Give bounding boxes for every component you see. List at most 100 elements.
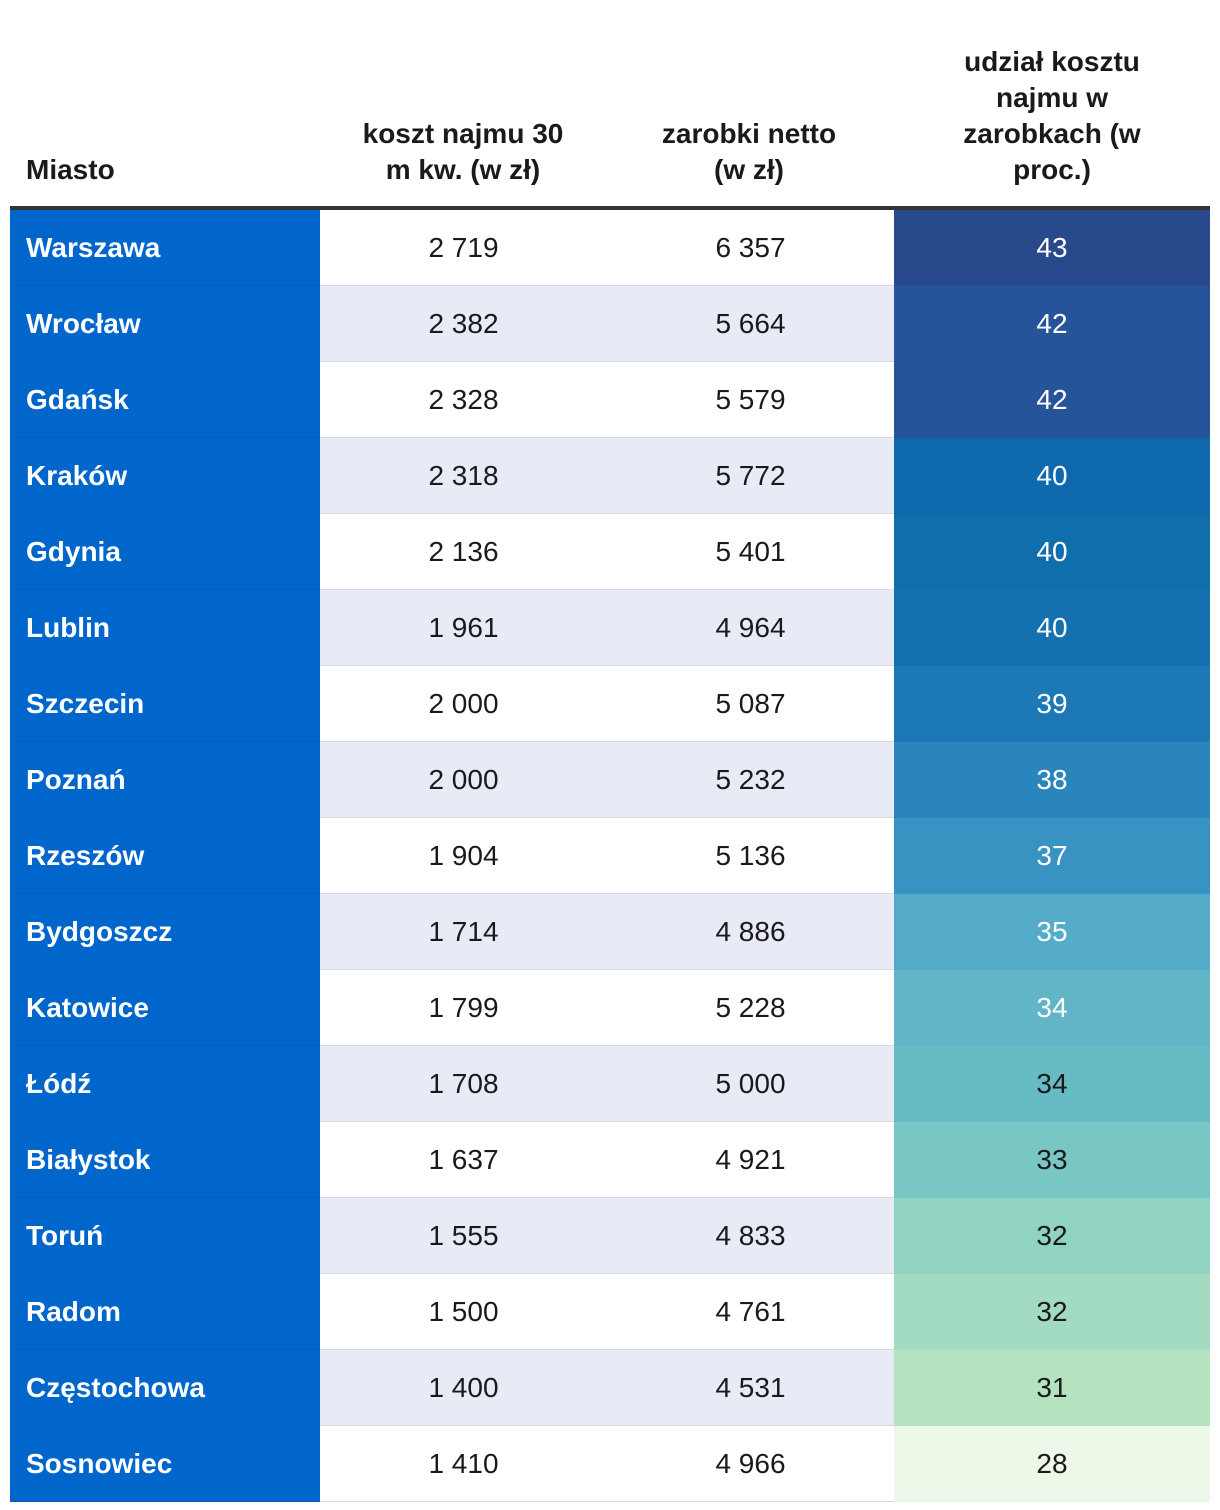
cell-rent: 2 382 bbox=[320, 286, 607, 362]
cell-net-salary: 6 357 bbox=[607, 210, 894, 286]
cell-net-salary: 5 401 bbox=[607, 514, 894, 590]
cell-share: 28 bbox=[894, 1426, 1210, 1502]
cell-city: Sosnowiec bbox=[10, 1426, 320, 1502]
cell-rent: 1 799 bbox=[320, 970, 607, 1046]
table-row: Poznań 2 000 5 232 38 bbox=[10, 742, 1210, 818]
cell-city: Toruń bbox=[10, 1198, 320, 1274]
table-row: Rzeszów 1 904 5 136 37 bbox=[10, 818, 1210, 894]
table-row: Toruń 1 555 4 833 32 bbox=[10, 1198, 1210, 1274]
column-header-share-line: najmu w bbox=[995, 82, 1108, 113]
cell-share: 38 bbox=[894, 742, 1210, 818]
table-body: Warszawa 2 719 6 357 43 Wrocław 2 382 5 664 42 G… bbox=[10, 210, 1210, 1502]
column-header-city: Miasto bbox=[26, 152, 306, 188]
column-header-rent: koszt najmu 30 m kw. (w zł) bbox=[320, 116, 606, 188]
cell-net-salary: 4 886 bbox=[607, 894, 894, 970]
cell-net-salary: 4 833 bbox=[607, 1198, 894, 1274]
cell-share: 35 bbox=[894, 894, 1210, 970]
table-row: Warszawa 2 719 6 357 43 bbox=[10, 210, 1210, 286]
column-header-share-line: proc.) bbox=[1013, 154, 1091, 185]
cell-city: Rzeszów bbox=[10, 818, 320, 894]
cell-net-salary: 5 228 bbox=[607, 970, 894, 1046]
table-row: Wrocław 2 382 5 664 42 bbox=[10, 286, 1210, 362]
table-row: Białystok 1 637 4 921 33 bbox=[10, 1122, 1210, 1198]
cell-rent: 1 961 bbox=[320, 590, 607, 666]
column-header-net-line: (w zł) bbox=[714, 154, 784, 185]
cell-city: Katowice bbox=[10, 970, 320, 1046]
cell-share: 39 bbox=[894, 666, 1210, 742]
cell-share: 43 bbox=[894, 210, 1210, 286]
cell-rent: 2 136 bbox=[320, 514, 607, 590]
column-header-share-line: udział kosztu bbox=[964, 46, 1140, 77]
cell-rent: 1 714 bbox=[320, 894, 607, 970]
cell-share: 31 bbox=[894, 1350, 1210, 1426]
table-row: Częstochowa 1 400 4 531 31 bbox=[10, 1350, 1210, 1426]
cell-rent: 1 708 bbox=[320, 1046, 607, 1122]
table-row: Gdynia 2 136 5 401 40 bbox=[10, 514, 1210, 590]
cell-rent: 2 719 bbox=[320, 210, 607, 286]
cell-net-salary: 4 964 bbox=[607, 590, 894, 666]
table-row: Bydgoszcz 1 714 4 886 35 bbox=[10, 894, 1210, 970]
cell-net-salary: 5 000 bbox=[607, 1046, 894, 1122]
cell-rent: 2 000 bbox=[320, 742, 607, 818]
cell-share: 37 bbox=[894, 818, 1210, 894]
cell-city: Radom bbox=[10, 1274, 320, 1350]
table-row: Szczecin 2 000 5 087 39 bbox=[10, 666, 1210, 742]
cell-city: Wrocław bbox=[10, 286, 320, 362]
cell-city: Gdańsk bbox=[10, 362, 320, 438]
rent-table: Miasto koszt najmu 30 m kw. (w zł) zarob… bbox=[10, 0, 1210, 1502]
column-header-rent-line: m kw. (w zł) bbox=[385, 154, 541, 185]
column-header-net-salary: zarobki netto (w zł) bbox=[606, 116, 892, 188]
cell-share: 33 bbox=[894, 1122, 1210, 1198]
cell-city: Białystok bbox=[10, 1122, 320, 1198]
cell-share: 32 bbox=[894, 1274, 1210, 1350]
cell-net-salary: 5 579 bbox=[607, 362, 894, 438]
cell-rent: 2 000 bbox=[320, 666, 607, 742]
column-header-share-line: zarobkach (w bbox=[963, 118, 1141, 149]
cell-net-salary: 5 087 bbox=[607, 666, 894, 742]
cell-net-salary: 5 136 bbox=[607, 818, 894, 894]
cell-rent: 2 318 bbox=[320, 438, 607, 514]
cell-net-salary: 4 761 bbox=[607, 1274, 894, 1350]
cell-net-salary: 5 772 bbox=[607, 438, 894, 514]
cell-city: Warszawa bbox=[10, 210, 320, 286]
cell-share: 42 bbox=[894, 286, 1210, 362]
cell-net-salary: 5 232 bbox=[607, 742, 894, 818]
cell-share: 32 bbox=[894, 1198, 1210, 1274]
table-row: Gdańsk 2 328 5 579 42 bbox=[10, 362, 1210, 438]
cell-city: Bydgoszcz bbox=[10, 894, 320, 970]
cell-share: 42 bbox=[894, 362, 1210, 438]
cell-share: 34 bbox=[894, 970, 1210, 1046]
table-row: Sosnowiec 1 410 4 966 28 bbox=[10, 1426, 1210, 1502]
table-row: Radom 1 500 4 761 32 bbox=[10, 1274, 1210, 1350]
cell-city: Częstochowa bbox=[10, 1350, 320, 1426]
table-row: Łódź 1 708 5 000 34 bbox=[10, 1046, 1210, 1122]
table-row: Lublin 1 961 4 964 40 bbox=[10, 590, 1210, 666]
cell-city: Szczecin bbox=[10, 666, 320, 742]
cell-city: Gdynia bbox=[10, 514, 320, 590]
table-row: Katowice 1 799 5 228 34 bbox=[10, 970, 1210, 1046]
cell-share: 40 bbox=[894, 514, 1210, 590]
cell-rent: 1 500 bbox=[320, 1274, 607, 1350]
column-header-net-line: zarobki netto bbox=[661, 118, 837, 149]
cell-share: 40 bbox=[894, 438, 1210, 514]
column-header-rent-line: koszt najmu 30 bbox=[362, 118, 564, 149]
cell-rent: 1 400 bbox=[320, 1350, 607, 1426]
cell-rent: 2 328 bbox=[320, 362, 607, 438]
cell-net-salary: 4 921 bbox=[607, 1122, 894, 1198]
cell-rent: 1 637 bbox=[320, 1122, 607, 1198]
column-header-city-line: Miasto bbox=[26, 154, 115, 185]
cell-share: 40 bbox=[894, 590, 1210, 666]
cell-city: Łódź bbox=[10, 1046, 320, 1122]
column-header-share: udział kosztu najmu w zarobkach (w proc.… bbox=[894, 44, 1210, 188]
cell-city: Poznań bbox=[10, 742, 320, 818]
cell-net-salary: 5 664 bbox=[607, 286, 894, 362]
cell-net-salary: 4 531 bbox=[607, 1350, 894, 1426]
cell-share: 34 bbox=[894, 1046, 1210, 1122]
cell-net-salary: 4 966 bbox=[607, 1426, 894, 1502]
cell-city: Kraków bbox=[10, 438, 320, 514]
cell-rent: 1 555 bbox=[320, 1198, 607, 1274]
table-header: Miasto koszt najmu 30 m kw. (w zł) zarob… bbox=[10, 0, 1210, 210]
cell-rent: 1 410 bbox=[320, 1426, 607, 1502]
cell-rent: 1 904 bbox=[320, 818, 607, 894]
cell-city: Lublin bbox=[10, 590, 320, 666]
